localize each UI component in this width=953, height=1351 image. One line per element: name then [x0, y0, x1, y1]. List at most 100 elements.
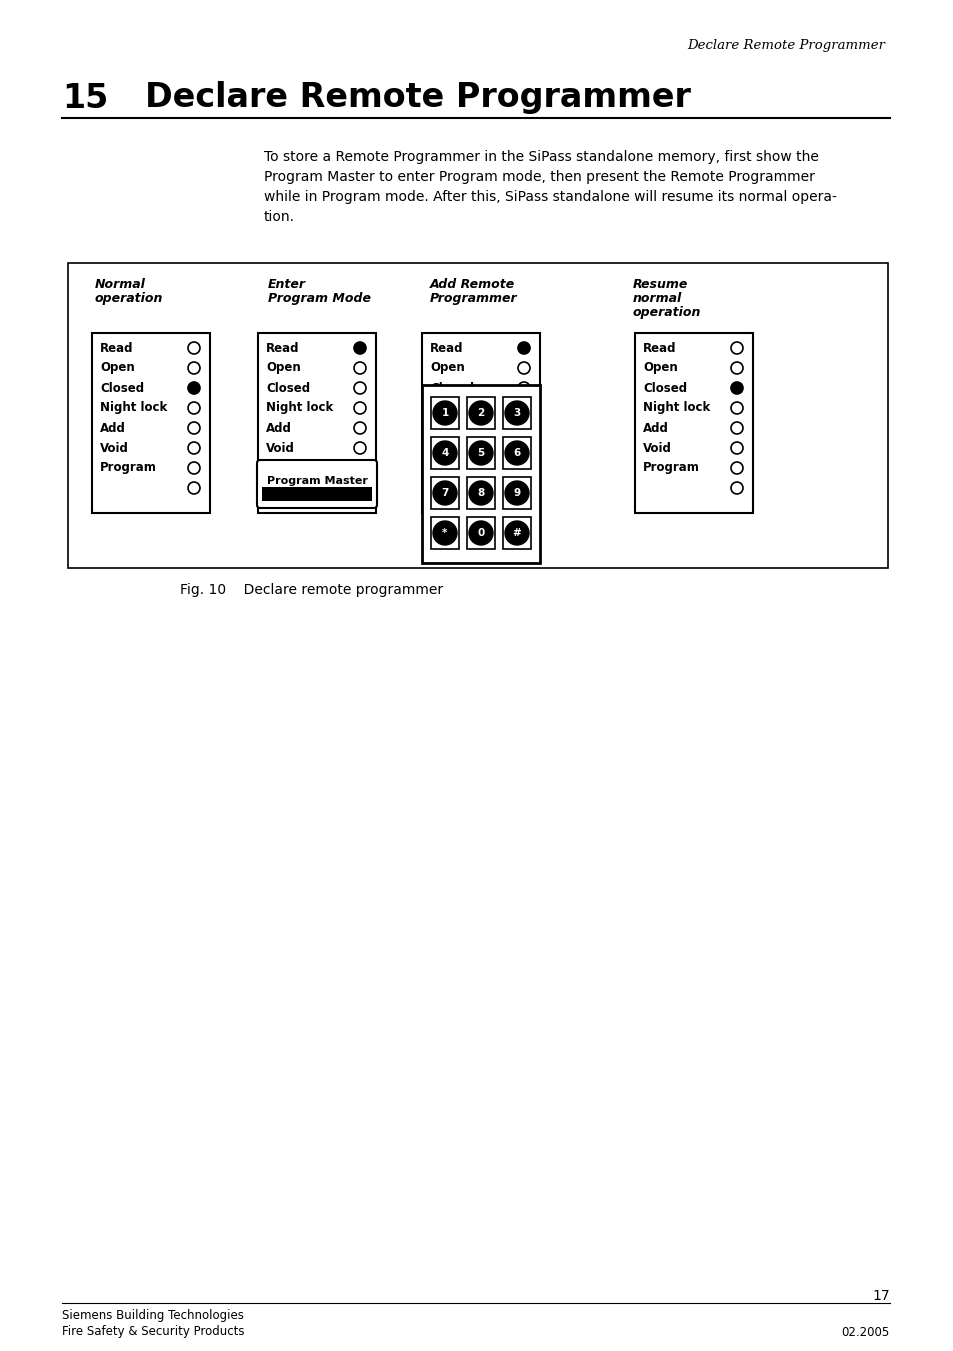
Text: 15: 15	[62, 81, 109, 115]
Bar	[68, 263, 887, 567]
Text: #: #	[512, 528, 521, 538]
Circle shape	[517, 422, 530, 434]
Text: while in Program mode. After this, SiPass standalone will resume its normal oper: while in Program mode. After this, SiPas…	[264, 190, 836, 204]
Text: 17: 17	[871, 1289, 889, 1302]
Text: To store a Remote Programmer in the SiPass standalone memory, first show the: To store a Remote Programmer in the SiPa…	[264, 150, 818, 163]
Circle shape	[517, 482, 530, 494]
Circle shape	[517, 442, 530, 454]
Bar	[502, 436, 531, 469]
Circle shape	[354, 362, 366, 374]
Text: Add Remote: Add Remote	[430, 278, 515, 290]
Text: Program Master to enter Program mode, then present the Remote Programmer: Program Master to enter Program mode, th…	[264, 170, 814, 184]
Text: Read: Read	[100, 342, 133, 354]
Text: tion.: tion.	[264, 209, 294, 224]
Bar	[431, 397, 458, 430]
Text: Add: Add	[642, 422, 668, 435]
Text: operation: operation	[633, 305, 700, 319]
Text: Program: Program	[642, 462, 700, 474]
Circle shape	[469, 440, 493, 465]
Text: Program Mode: Program Mode	[268, 292, 371, 305]
Text: Program: Program	[430, 462, 486, 474]
Text: Resume: Resume	[633, 278, 688, 290]
Circle shape	[504, 440, 529, 465]
Circle shape	[730, 442, 742, 454]
Text: Open: Open	[642, 362, 677, 374]
Circle shape	[433, 481, 456, 505]
Circle shape	[730, 342, 742, 354]
Text: Normal: Normal	[95, 278, 146, 290]
Circle shape	[730, 462, 742, 474]
Circle shape	[517, 382, 530, 394]
Circle shape	[433, 401, 456, 426]
Text: Add: Add	[100, 422, 126, 435]
Text: Program Master: Program Master	[266, 476, 367, 486]
Text: Programmer: Programmer	[430, 292, 517, 305]
Bar	[502, 477, 531, 509]
Text: Declare Remote Programmer: Declare Remote Programmer	[686, 39, 884, 53]
Circle shape	[188, 382, 200, 394]
Bar	[502, 517, 531, 549]
Text: Add: Add	[266, 422, 292, 435]
Bar	[431, 436, 458, 469]
Bar	[467, 436, 495, 469]
Text: 2: 2	[476, 408, 484, 417]
Text: 4: 4	[441, 449, 448, 458]
Text: Open: Open	[100, 362, 134, 374]
Circle shape	[354, 442, 366, 454]
Text: Fig. 10    Declare remote programmer: Fig. 10 Declare remote programmer	[180, 584, 442, 597]
Circle shape	[188, 362, 200, 374]
Circle shape	[188, 422, 200, 434]
Circle shape	[433, 440, 456, 465]
Text: Night lock: Night lock	[430, 401, 497, 415]
Circle shape	[188, 462, 200, 474]
Bar	[431, 517, 458, 549]
Circle shape	[354, 382, 366, 394]
Text: Read: Read	[642, 342, 676, 354]
Text: Night lock: Night lock	[100, 401, 167, 415]
Text: 8: 8	[476, 488, 484, 499]
Text: Program: Program	[100, 462, 156, 474]
Circle shape	[433, 521, 456, 544]
FancyBboxPatch shape	[256, 459, 376, 508]
Bar	[467, 397, 495, 430]
Text: normal: normal	[633, 292, 681, 305]
Text: Void: Void	[100, 442, 129, 454]
Text: Void: Void	[642, 442, 671, 454]
Text: Read: Read	[430, 342, 463, 354]
Circle shape	[504, 521, 529, 544]
Circle shape	[730, 362, 742, 374]
Circle shape	[469, 481, 493, 505]
Text: Enter: Enter	[268, 278, 306, 290]
Text: Siemens Building Technologies: Siemens Building Technologies	[62, 1309, 244, 1323]
Bar	[635, 332, 752, 513]
Circle shape	[730, 422, 742, 434]
Text: 3: 3	[513, 408, 520, 417]
Text: Void: Void	[430, 442, 458, 454]
Text: Night lock: Night lock	[642, 401, 709, 415]
Text: 02.2005: 02.2005	[841, 1325, 889, 1339]
Text: Open: Open	[266, 362, 300, 374]
Circle shape	[730, 482, 742, 494]
Bar	[431, 477, 458, 509]
Circle shape	[188, 442, 200, 454]
Text: 9: 9	[513, 488, 520, 499]
Circle shape	[354, 403, 366, 413]
Circle shape	[188, 342, 200, 354]
Bar	[421, 385, 539, 563]
Bar	[467, 517, 495, 549]
Circle shape	[504, 401, 529, 426]
Text: 7: 7	[441, 488, 448, 499]
Text: Closed: Closed	[642, 381, 686, 394]
Bar	[91, 332, 210, 513]
Text: *: *	[442, 528, 447, 538]
Circle shape	[469, 401, 493, 426]
Text: 6: 6	[513, 449, 520, 458]
Text: 5: 5	[476, 449, 484, 458]
Circle shape	[730, 382, 742, 394]
Circle shape	[354, 482, 366, 494]
Text: 1: 1	[441, 408, 448, 417]
Circle shape	[354, 342, 366, 354]
Circle shape	[354, 462, 366, 474]
Circle shape	[188, 403, 200, 413]
Text: Read: Read	[266, 342, 299, 354]
